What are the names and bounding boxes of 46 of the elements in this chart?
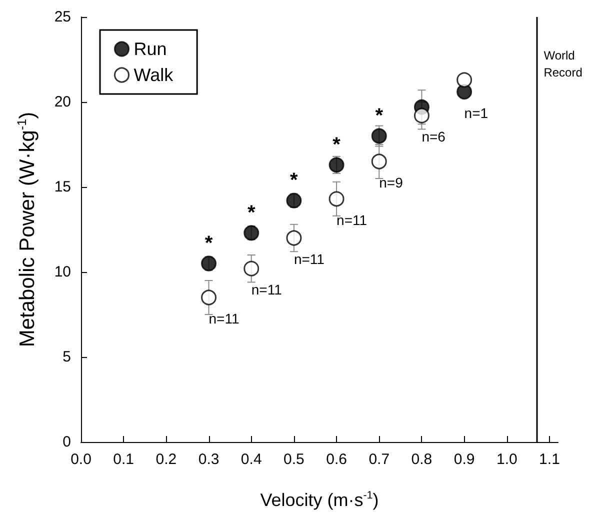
- x-tick-label: 0.4: [240, 451, 262, 468]
- x-tick-label: 0.9: [454, 451, 475, 468]
- y-tick-label: 0: [62, 434, 71, 450]
- point: [201, 256, 217, 272]
- point: [456, 72, 472, 88]
- y-tick-label: 15: [54, 178, 71, 196]
- point: [286, 192, 302, 208]
- point: [201, 290, 217, 306]
- legend-label: Walk: [134, 65, 174, 85]
- x-tick-label: 0.2: [156, 451, 177, 468]
- point: [328, 157, 344, 173]
- point: [244, 260, 260, 276]
- annotation: *: [290, 170, 298, 192]
- point: [371, 128, 387, 144]
- x-tick-label: 1.0: [496, 451, 518, 468]
- annotation: n=11: [294, 251, 325, 267]
- ref-line-label: World Record: [544, 48, 582, 80]
- x-tick-label: 0.6: [326, 451, 347, 468]
- x-tick-label: 0.8: [411, 451, 432, 468]
- annotation: n=11: [208, 310, 240, 326]
- point: [328, 191, 344, 207]
- y-tick-label: 20: [54, 94, 71, 110]
- annotation: *: [247, 202, 256, 224]
- annotation: n=9: [379, 174, 404, 190]
- annotation: n=6: [422, 128, 446, 145]
- annotation: n=11: [336, 212, 368, 228]
- y-axis-title: Metabolic Power (W·kg-1): [15, 112, 39, 348]
- annotation: *: [332, 134, 341, 156]
- point: [371, 154, 387, 170]
- y-tick-label: 10: [54, 264, 71, 280]
- y-tick-label: 25: [54, 8, 71, 26]
- point: [286, 230, 302, 246]
- legend-label: Run: [134, 39, 167, 59]
- y-tick-label: 5: [62, 348, 71, 366]
- x-tick-label: 1.1: [539, 451, 560, 468]
- annotation: *: [375, 105, 384, 127]
- annotation: *: [204, 232, 213, 254]
- point: [244, 225, 260, 241]
- x-tick-label: 0.3: [198, 451, 220, 468]
- x-tick-label: 0.0: [70, 451, 92, 468]
- x-tick-label: 0.1: [113, 451, 134, 468]
- x-tick-label: 0.5: [284, 451, 304, 468]
- x-tick-label: 0.7: [368, 451, 390, 468]
- annotation: n=11: [251, 282, 282, 298]
- point: [414, 108, 430, 124]
- annotation: n=1: [464, 104, 488, 121]
